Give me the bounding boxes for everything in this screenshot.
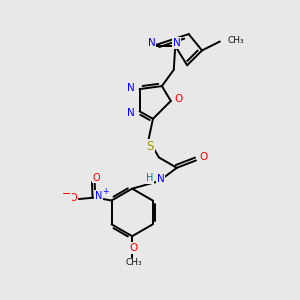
Text: CH₃: CH₃ [227,35,244,44]
Text: N: N [157,174,164,184]
Text: N: N [128,82,135,93]
Text: H: H [146,173,153,183]
Text: O: O [92,172,100,183]
Text: N: N [148,38,155,48]
Text: O: O [69,193,77,202]
Text: O: O [200,152,208,162]
Text: O: O [130,243,138,253]
Text: N: N [173,38,181,48]
Text: CH₃: CH₃ [125,258,142,267]
Text: S: S [146,140,154,153]
Text: O: O [174,94,182,104]
Text: −: − [62,189,71,199]
Text: N: N [128,108,135,118]
Text: +: + [102,187,109,196]
Text: N: N [94,191,102,201]
